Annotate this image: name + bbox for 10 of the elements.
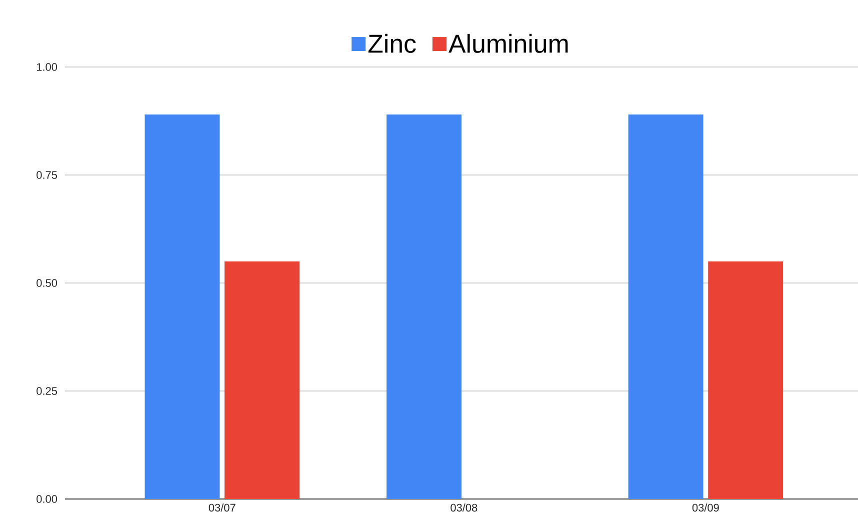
y-tick-label: 0.75 <box>36 171 58 179</box>
x-tick-label: 03/07 <box>208 504 236 512</box>
legend-label: Zinc <box>368 34 416 53</box>
y-tick-label: 0.25 <box>36 387 58 395</box>
y-tick-label: 0.50 <box>36 279 58 287</box>
y-tick-label: 1.00 <box>36 63 58 71</box>
legend-label: Aluminium <box>448 34 568 53</box>
x-tick-label: 03/08 <box>450 504 478 512</box>
x-tick-label: 03/09 <box>692 504 719 512</box>
y-tick-label: 0.00 <box>36 495 58 503</box>
